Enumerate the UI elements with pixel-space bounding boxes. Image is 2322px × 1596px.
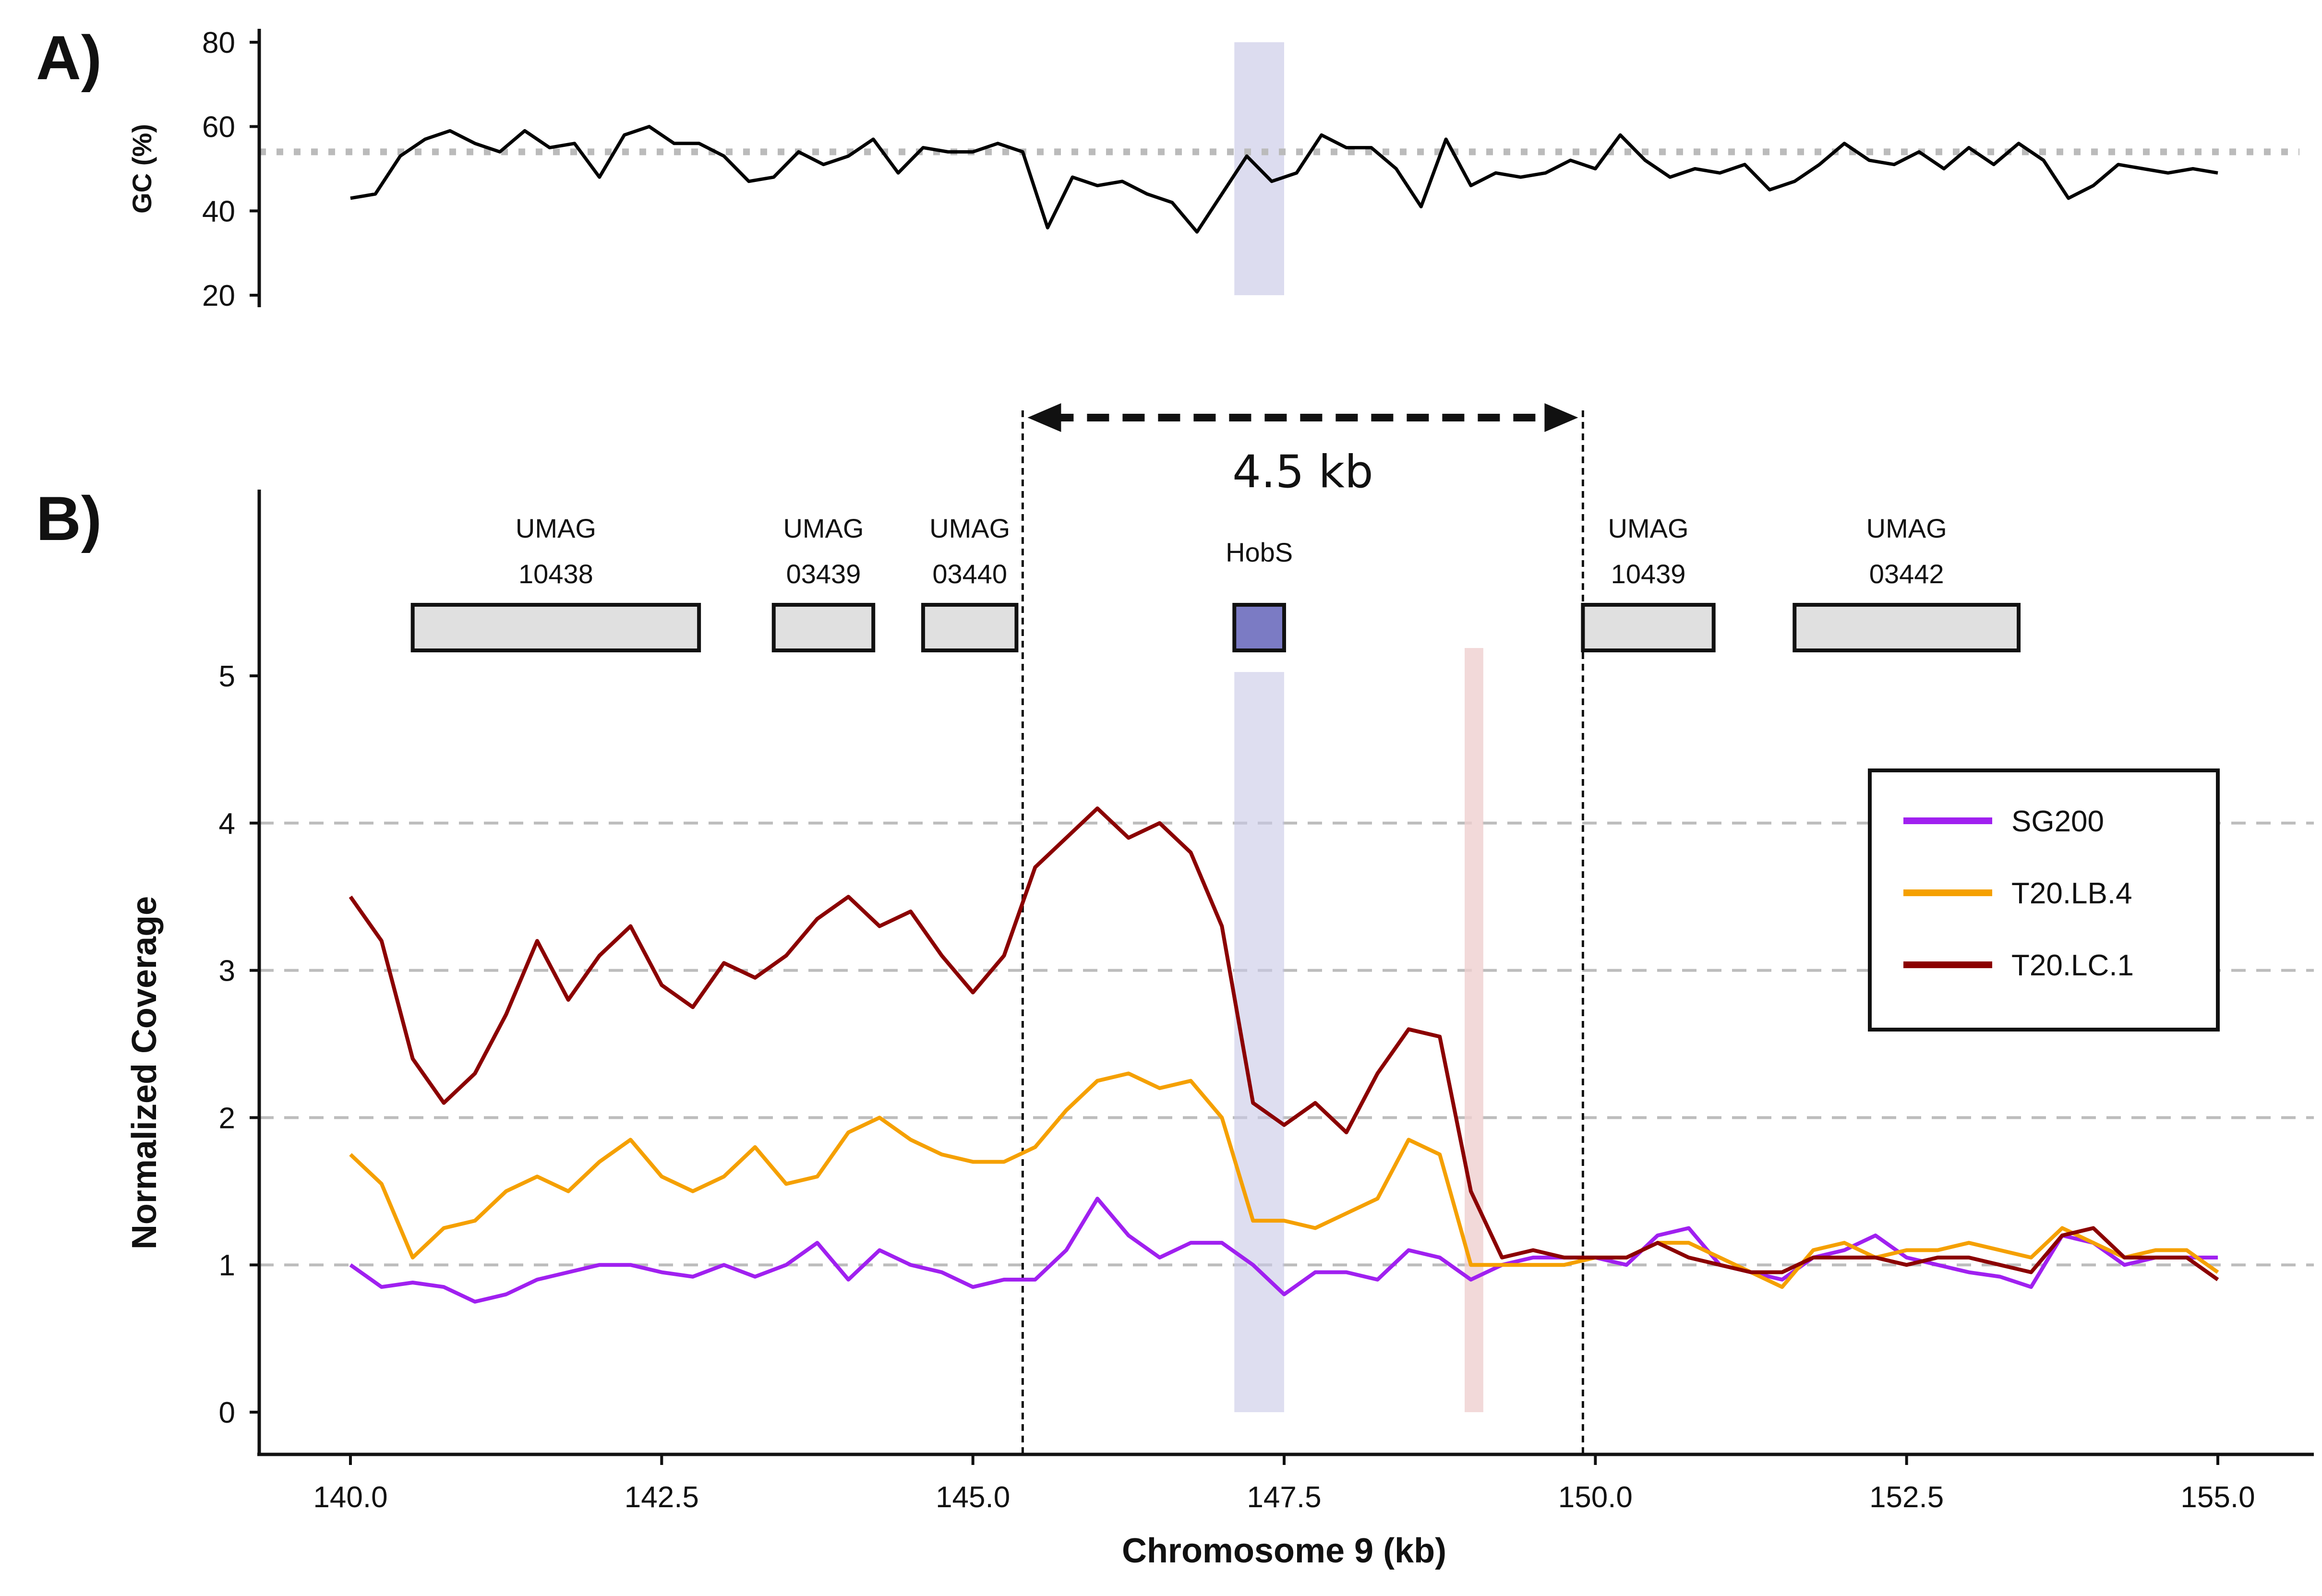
- legend-label: T20.LB.4: [2011, 877, 2132, 910]
- gene-label-line1: UMAG: [1608, 513, 1689, 543]
- coverage-y-tick-label: 0: [219, 1396, 235, 1429]
- gc-content-line: [350, 125, 2218, 234]
- coverage-x-tick-label: 145.0: [936, 1481, 1010, 1514]
- coverage-y-tick-label: 5: [219, 660, 235, 693]
- gene-box: [1232, 603, 1286, 652]
- legend-label: T20.LC.1: [2011, 949, 2134, 982]
- coverage-y-tick-label: 4: [219, 807, 235, 840]
- coverage-x-tick-label: 150.0: [1558, 1481, 1633, 1514]
- gene-label-line1: UMAG: [929, 513, 1010, 543]
- coverage-y-tick-label: 2: [219, 1102, 235, 1135]
- gene-label: HobS: [1226, 537, 1293, 567]
- gene-box: [410, 603, 701, 652]
- gene-label-line2: 03442: [1869, 559, 1944, 589]
- legend-box: [1868, 768, 2220, 1032]
- coverage-line-sg200: [349, 1197, 2218, 1304]
- coverage-x-tick-label: 147.5: [1247, 1481, 1321, 1514]
- coverage-y-tick-label: 3: [219, 955, 235, 988]
- gc-y-tick-label: 60: [202, 111, 235, 144]
- coverage-x-ticks: 140.0 142.5 145.0 147.5 150.0 152.5 155.0: [313, 1454, 2255, 1514]
- bracket-arrowhead-left: [1027, 403, 1061, 432]
- coverage-x-tick-label: 155.0: [2180, 1481, 2255, 1514]
- gene-label-line2: 10439: [1611, 559, 1686, 589]
- bracket-arrowhead-right: [1544, 403, 1578, 432]
- gene-label-line2: 03439: [786, 559, 861, 589]
- coverage-y-axis-title: Normalized Coverage: [125, 896, 164, 1249]
- gene-box: [1793, 603, 2021, 652]
- coverage-gridlines: [259, 821, 2314, 1267]
- coverage-highlight-bands: [1234, 648, 1483, 1412]
- coverage-series-lines: [349, 806, 2219, 1304]
- coverage-x-tick-label: 152.5: [1869, 1481, 1944, 1514]
- bracket-label: 4.5 kb: [1232, 446, 1373, 498]
- gc-y-tick-label: 80: [202, 26, 235, 60]
- gc-y-axis-title: GC (%): [127, 124, 157, 214]
- panel-b-letter: B): [36, 483, 102, 553]
- coverage-y-ticks: 0 1 2 3 4 5: [219, 660, 259, 1429]
- gene-label-line1: UMAG: [1866, 513, 1947, 543]
- gene-label-line2: 03440: [932, 559, 1007, 589]
- gene-box: [1581, 603, 1716, 652]
- gc-y-tick-label: 20: [202, 279, 235, 312]
- coverage-line-t20-lb-4: [349, 1071, 2219, 1289]
- gc-y-tick-label: 40: [202, 195, 235, 228]
- panel-b-coverage: B) UMAG10438UMAG03439UMAG03440HobSUMAG10…: [36, 403, 2314, 1570]
- coverage-x-tick-label: 140.0: [313, 1481, 387, 1514]
- gc-y-ticks: 20 40 60 80: [202, 26, 259, 312]
- gene-track: UMAG 10438 UMAG 03439 UMAG 03440 HobS UMAG 10439…: [410, 513, 2021, 652]
- coverage-line-t20-lc-1: [349, 806, 2219, 1282]
- legend: SG200 T20.LB.4 T20.LC.1: [1868, 768, 2220, 1032]
- breakpoint-highlight-band: [1465, 648, 1483, 1412]
- gene-label-line1: UMAG: [783, 513, 864, 543]
- legend-label: SG200: [2011, 805, 2104, 838]
- panel-a-letter: A): [36, 23, 102, 93]
- gene-label-line2: 10438: [518, 559, 593, 589]
- bracket-annotation: 4.5 kb: [1021, 403, 1584, 1457]
- gene-label-line1: UMAG: [516, 513, 596, 543]
- coverage-x-axis-title: Chromosome 9 (kb): [1122, 1532, 1446, 1570]
- coverage-y-tick-label: 1: [219, 1249, 235, 1282]
- gene-box: [921, 603, 1019, 652]
- gene-box: [771, 603, 876, 652]
- panel-a-gc-content: A) 20 40 60 80 GC (%): [36, 23, 2299, 312]
- coverage-x-tick-label: 142.5: [625, 1481, 699, 1514]
